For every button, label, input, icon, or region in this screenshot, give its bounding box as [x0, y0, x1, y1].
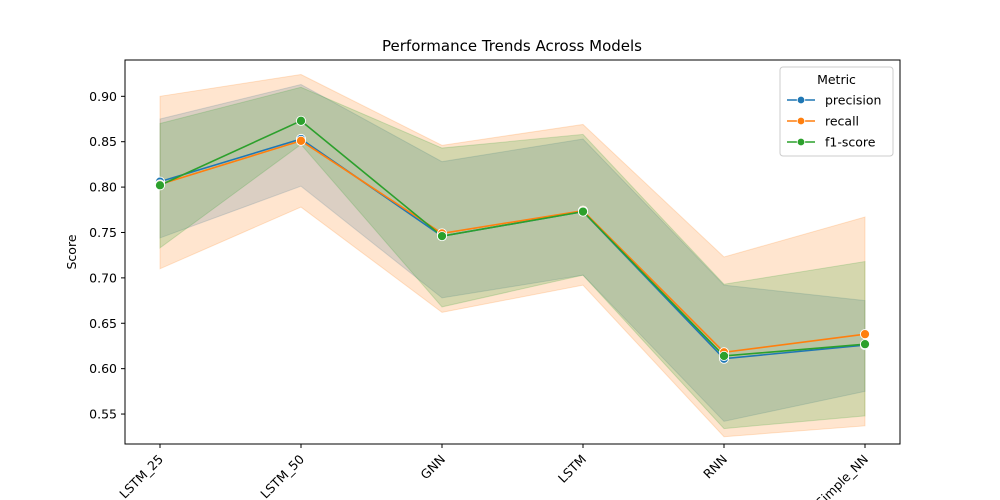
legend-item-precision[interactable]: precision — [787, 93, 881, 108]
point-f1-score-simple-nn — [859, 339, 871, 350]
y-tick-label: 0.60 — [89, 361, 117, 376]
confidence-bands — [159, 74, 866, 438]
legend-title: Metric — [817, 72, 856, 87]
plot-area-frame — [124, 59, 901, 445]
point-recall-lstm-50 — [295, 135, 307, 146]
legend-marker-swatch — [796, 95, 806, 105]
x-tick-label: LSTM_25 — [116, 452, 166, 500]
y-tick-label: 0.75 — [89, 225, 117, 240]
point-f1-score-lstm-50 — [295, 115, 307, 126]
legend-item-f1-score[interactable]: f1-score — [787, 135, 876, 150]
legend[interactable]: Metric precision recall f1-score — [779, 66, 894, 157]
line-f1-score — [159, 119, 866, 357]
x-tick-label: Simple_NN — [813, 452, 871, 500]
point-f1-score-lstm-25 — [154, 180, 166, 191]
x-tick-label: LSTM — [555, 452, 589, 486]
point-f1-score-gnn — [436, 231, 448, 242]
y-axis: 0.55 0.60 0.65 0.70 0.75 0.80 0.85 0.90 — [89, 89, 125, 422]
x-tick-label: LSTM_50 — [257, 451, 307, 500]
legend-label: precision — [825, 93, 881, 108]
legend-box — [779, 66, 894, 157]
legend-item-recall[interactable]: recall — [787, 114, 859, 129]
point-f1-score-lstm — [577, 206, 589, 217]
point-recall-simple-nn — [859, 329, 871, 340]
y-tick-label: 0.80 — [89, 180, 117, 195]
x-tick-label: RNN — [700, 452, 730, 482]
x-axis: LSTM_25 LSTM_50 GNN LSTM RNN Simple_NN — [116, 444, 871, 500]
y-axis-label: Score — [64, 234, 79, 269]
series-points — [154, 115, 871, 364]
line-recall — [159, 139, 866, 354]
legend-marker-swatch — [796, 137, 806, 147]
point-f1-score-rnn — [718, 350, 730, 361]
x-tick-label: GNN — [417, 452, 448, 483]
y-tick-label: 0.70 — [89, 270, 117, 285]
y-tick-label: 0.90 — [89, 89, 117, 104]
legend-label: f1-score — [825, 135, 876, 150]
series-lines — [159, 119, 866, 360]
y-tick-label: 0.55 — [89, 407, 117, 422]
y-tick-label: 0.85 — [89, 134, 117, 149]
y-tick-label: 0.65 — [89, 316, 117, 331]
band-recall — [159, 74, 866, 438]
chart-title: Performance Trends Across Models — [382, 37, 642, 55]
legend-marker-swatch — [796, 116, 806, 126]
band-precision — [159, 83, 866, 422]
legend-label: recall — [825, 114, 859, 129]
